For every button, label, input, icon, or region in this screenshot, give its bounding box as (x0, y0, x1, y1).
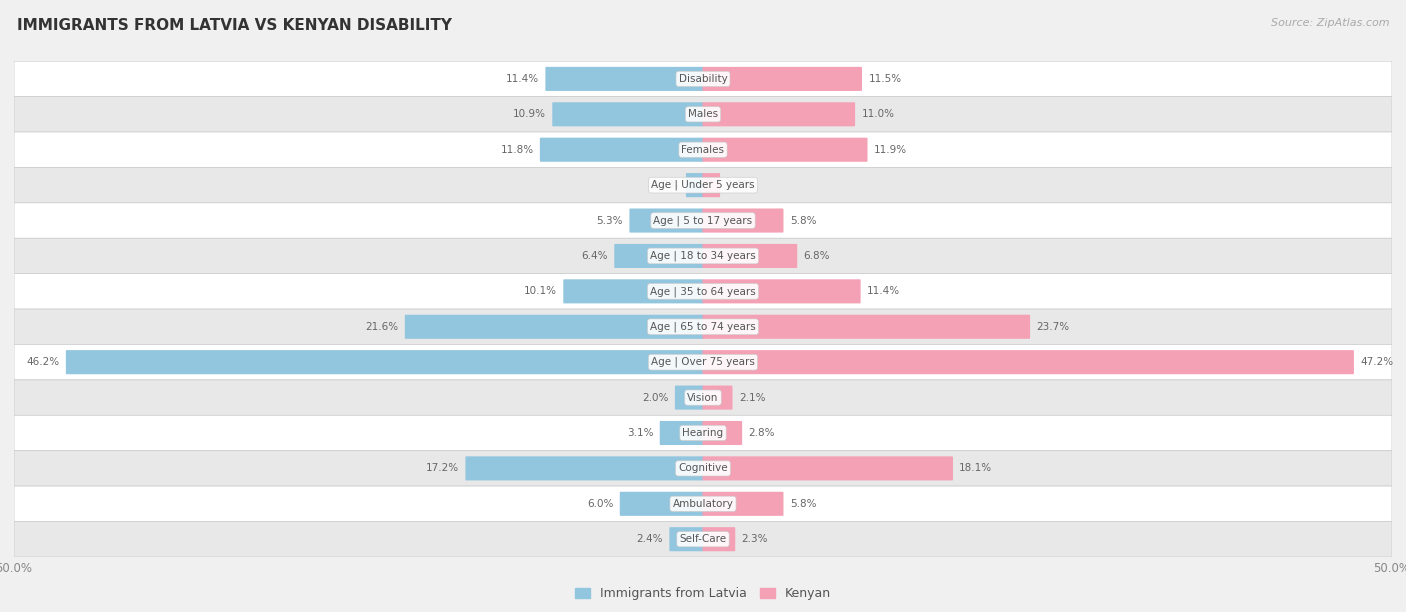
FancyBboxPatch shape (703, 457, 953, 480)
FancyBboxPatch shape (14, 380, 1392, 416)
Text: Age | Over 75 years: Age | Over 75 years (651, 357, 755, 367)
Text: Ambulatory: Ambulatory (672, 499, 734, 509)
FancyBboxPatch shape (14, 61, 1392, 97)
Text: Age | 18 to 34 years: Age | 18 to 34 years (650, 251, 756, 261)
Text: 21.6%: 21.6% (366, 322, 398, 332)
FancyBboxPatch shape (564, 279, 703, 304)
Text: Females: Females (682, 144, 724, 155)
Text: 47.2%: 47.2% (1360, 357, 1393, 367)
FancyBboxPatch shape (703, 527, 735, 551)
FancyBboxPatch shape (675, 386, 703, 409)
FancyBboxPatch shape (686, 173, 703, 197)
FancyBboxPatch shape (703, 173, 720, 197)
FancyBboxPatch shape (14, 132, 1392, 168)
FancyBboxPatch shape (14, 450, 1392, 486)
Text: 5.8%: 5.8% (790, 499, 817, 509)
FancyBboxPatch shape (14, 97, 1392, 132)
FancyBboxPatch shape (703, 386, 733, 409)
Text: 6.4%: 6.4% (582, 251, 607, 261)
FancyBboxPatch shape (703, 67, 862, 91)
FancyBboxPatch shape (620, 492, 703, 516)
Text: 10.1%: 10.1% (524, 286, 557, 296)
FancyBboxPatch shape (14, 203, 1392, 238)
FancyBboxPatch shape (703, 279, 860, 304)
Text: 11.4%: 11.4% (868, 286, 900, 296)
Text: IMMIGRANTS FROM LATVIA VS KENYAN DISABILITY: IMMIGRANTS FROM LATVIA VS KENYAN DISABIL… (17, 18, 451, 34)
Text: Source: ZipAtlas.com: Source: ZipAtlas.com (1271, 18, 1389, 28)
Text: 2.0%: 2.0% (643, 392, 669, 403)
FancyBboxPatch shape (405, 315, 703, 339)
FancyBboxPatch shape (703, 102, 855, 126)
FancyBboxPatch shape (659, 421, 703, 445)
FancyBboxPatch shape (703, 209, 783, 233)
FancyBboxPatch shape (703, 244, 797, 268)
Text: 46.2%: 46.2% (27, 357, 59, 367)
Text: 5.3%: 5.3% (596, 215, 623, 226)
FancyBboxPatch shape (540, 138, 703, 162)
FancyBboxPatch shape (14, 238, 1392, 274)
Text: 1.2%: 1.2% (652, 180, 679, 190)
Text: Hearing: Hearing (682, 428, 724, 438)
FancyBboxPatch shape (703, 350, 1354, 374)
Text: 2.3%: 2.3% (741, 534, 768, 544)
Text: 11.8%: 11.8% (501, 144, 533, 155)
Text: 5.8%: 5.8% (790, 215, 817, 226)
FancyBboxPatch shape (546, 67, 703, 91)
Text: 11.9%: 11.9% (875, 144, 907, 155)
FancyBboxPatch shape (703, 421, 742, 445)
FancyBboxPatch shape (669, 527, 703, 551)
FancyBboxPatch shape (66, 350, 703, 374)
FancyBboxPatch shape (614, 244, 703, 268)
Text: 23.7%: 23.7% (1036, 322, 1070, 332)
FancyBboxPatch shape (14, 486, 1392, 521)
Text: 18.1%: 18.1% (959, 463, 993, 474)
Text: 2.4%: 2.4% (637, 534, 664, 544)
Text: Males: Males (688, 110, 718, 119)
Text: 3.1%: 3.1% (627, 428, 654, 438)
Text: 2.1%: 2.1% (738, 392, 765, 403)
Text: Self-Care: Self-Care (679, 534, 727, 544)
Text: Disability: Disability (679, 74, 727, 84)
Text: 11.4%: 11.4% (506, 74, 538, 84)
FancyBboxPatch shape (14, 416, 1392, 450)
Text: Age | 65 to 74 years: Age | 65 to 74 years (650, 321, 756, 332)
FancyBboxPatch shape (14, 521, 1392, 557)
Text: Age | 5 to 17 years: Age | 5 to 17 years (654, 215, 752, 226)
Text: 17.2%: 17.2% (426, 463, 460, 474)
Legend: Immigrants from Latvia, Kenyan: Immigrants from Latvia, Kenyan (571, 582, 835, 605)
FancyBboxPatch shape (553, 102, 703, 126)
FancyBboxPatch shape (14, 168, 1392, 203)
FancyBboxPatch shape (703, 492, 783, 516)
FancyBboxPatch shape (630, 209, 703, 233)
Text: 2.8%: 2.8% (748, 428, 775, 438)
FancyBboxPatch shape (14, 345, 1392, 380)
Text: 11.0%: 11.0% (862, 110, 894, 119)
Text: Cognitive: Cognitive (678, 463, 728, 474)
FancyBboxPatch shape (14, 309, 1392, 345)
Text: Age | 35 to 64 years: Age | 35 to 64 years (650, 286, 756, 297)
Text: 11.5%: 11.5% (869, 74, 901, 84)
Text: Vision: Vision (688, 392, 718, 403)
FancyBboxPatch shape (703, 315, 1031, 339)
Text: 1.2%: 1.2% (727, 180, 754, 190)
FancyBboxPatch shape (465, 457, 703, 480)
Text: 6.8%: 6.8% (804, 251, 830, 261)
Text: 6.0%: 6.0% (588, 499, 613, 509)
FancyBboxPatch shape (703, 138, 868, 162)
Text: Age | Under 5 years: Age | Under 5 years (651, 180, 755, 190)
FancyBboxPatch shape (14, 274, 1392, 309)
Text: 10.9%: 10.9% (513, 110, 546, 119)
